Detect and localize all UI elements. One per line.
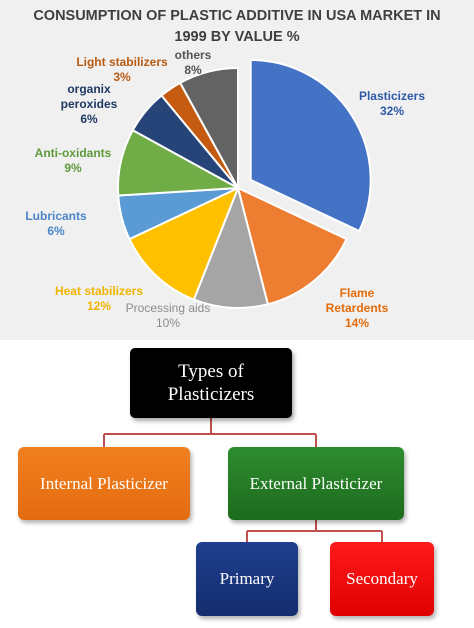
root-label-line-1: Types of <box>178 361 244 382</box>
secondary-label: Secondary <box>346 569 418 588</box>
slice-label-lubricants: Lubricants 6% <box>25 209 87 238</box>
chart-title: CONSUMPTION OF PLASTIC ADDITIVE IN USA M… <box>0 6 474 48</box>
pie-slice-others <box>178 66 239 189</box>
pie-slice-processing-aids <box>192 184 270 309</box>
primary-label: Primary <box>219 569 275 588</box>
pie-chart-panel: Plasticizers 32% Flame Retardents 14% Process… <box>0 0 474 340</box>
pie-slice-flame-retardents <box>236 186 348 306</box>
types-of-plasticizers-box: Types of Plasticizers <box>130 348 292 418</box>
secondary-box: Secondary <box>330 542 434 616</box>
slice-label-organix-peroxides: organix peroxides 6% <box>61 82 118 126</box>
plasticizer-types-diagram: Types of Plasticizers Internal Plasticiz… <box>0 340 474 628</box>
primary-box: Primary <box>196 542 298 616</box>
chart-title-line-2: 1999 BY VALUE % <box>174 29 300 45</box>
internal-plasticizer-box: Internal Plasticizer <box>18 447 190 520</box>
diagram-connectors <box>103 418 383 542</box>
slice-label-heat-stabilizers: Heat stabilizers 12% <box>55 284 143 313</box>
external-plasticizer-box: External Plasticizer <box>228 447 404 520</box>
internal-plasticizer-label: Internal Plasticizer <box>40 473 168 493</box>
pie-chart: Plasticizers 32% Flame Retardents 14% Process… <box>25 48 425 330</box>
slice-label-plasticizers: Plasticizers 32% <box>359 89 425 118</box>
chart-title-line-1: CONSUMPTION OF PLASTIC ADDITIVE IN USA M… <box>33 8 441 24</box>
slice-label-others: others 8% <box>175 48 212 77</box>
pie-slice-heat-stabilizers <box>128 186 240 301</box>
slice-label-light-stabilizers: Light stabilizers 3% <box>76 55 168 84</box>
root-label-line-2: Plasticizers <box>167 384 255 405</box>
slice-label-anti-oxidants: Anti-oxidants 9% <box>35 146 112 175</box>
slice-label-flame-retardents: Flame Retardents 14% <box>326 286 389 330</box>
external-plasticizer-label: External Plasticizer <box>249 473 383 493</box>
slice-label-processing-aids: Processing aids 10% <box>126 301 211 330</box>
pie-slice-plasticizers <box>249 58 372 233</box>
